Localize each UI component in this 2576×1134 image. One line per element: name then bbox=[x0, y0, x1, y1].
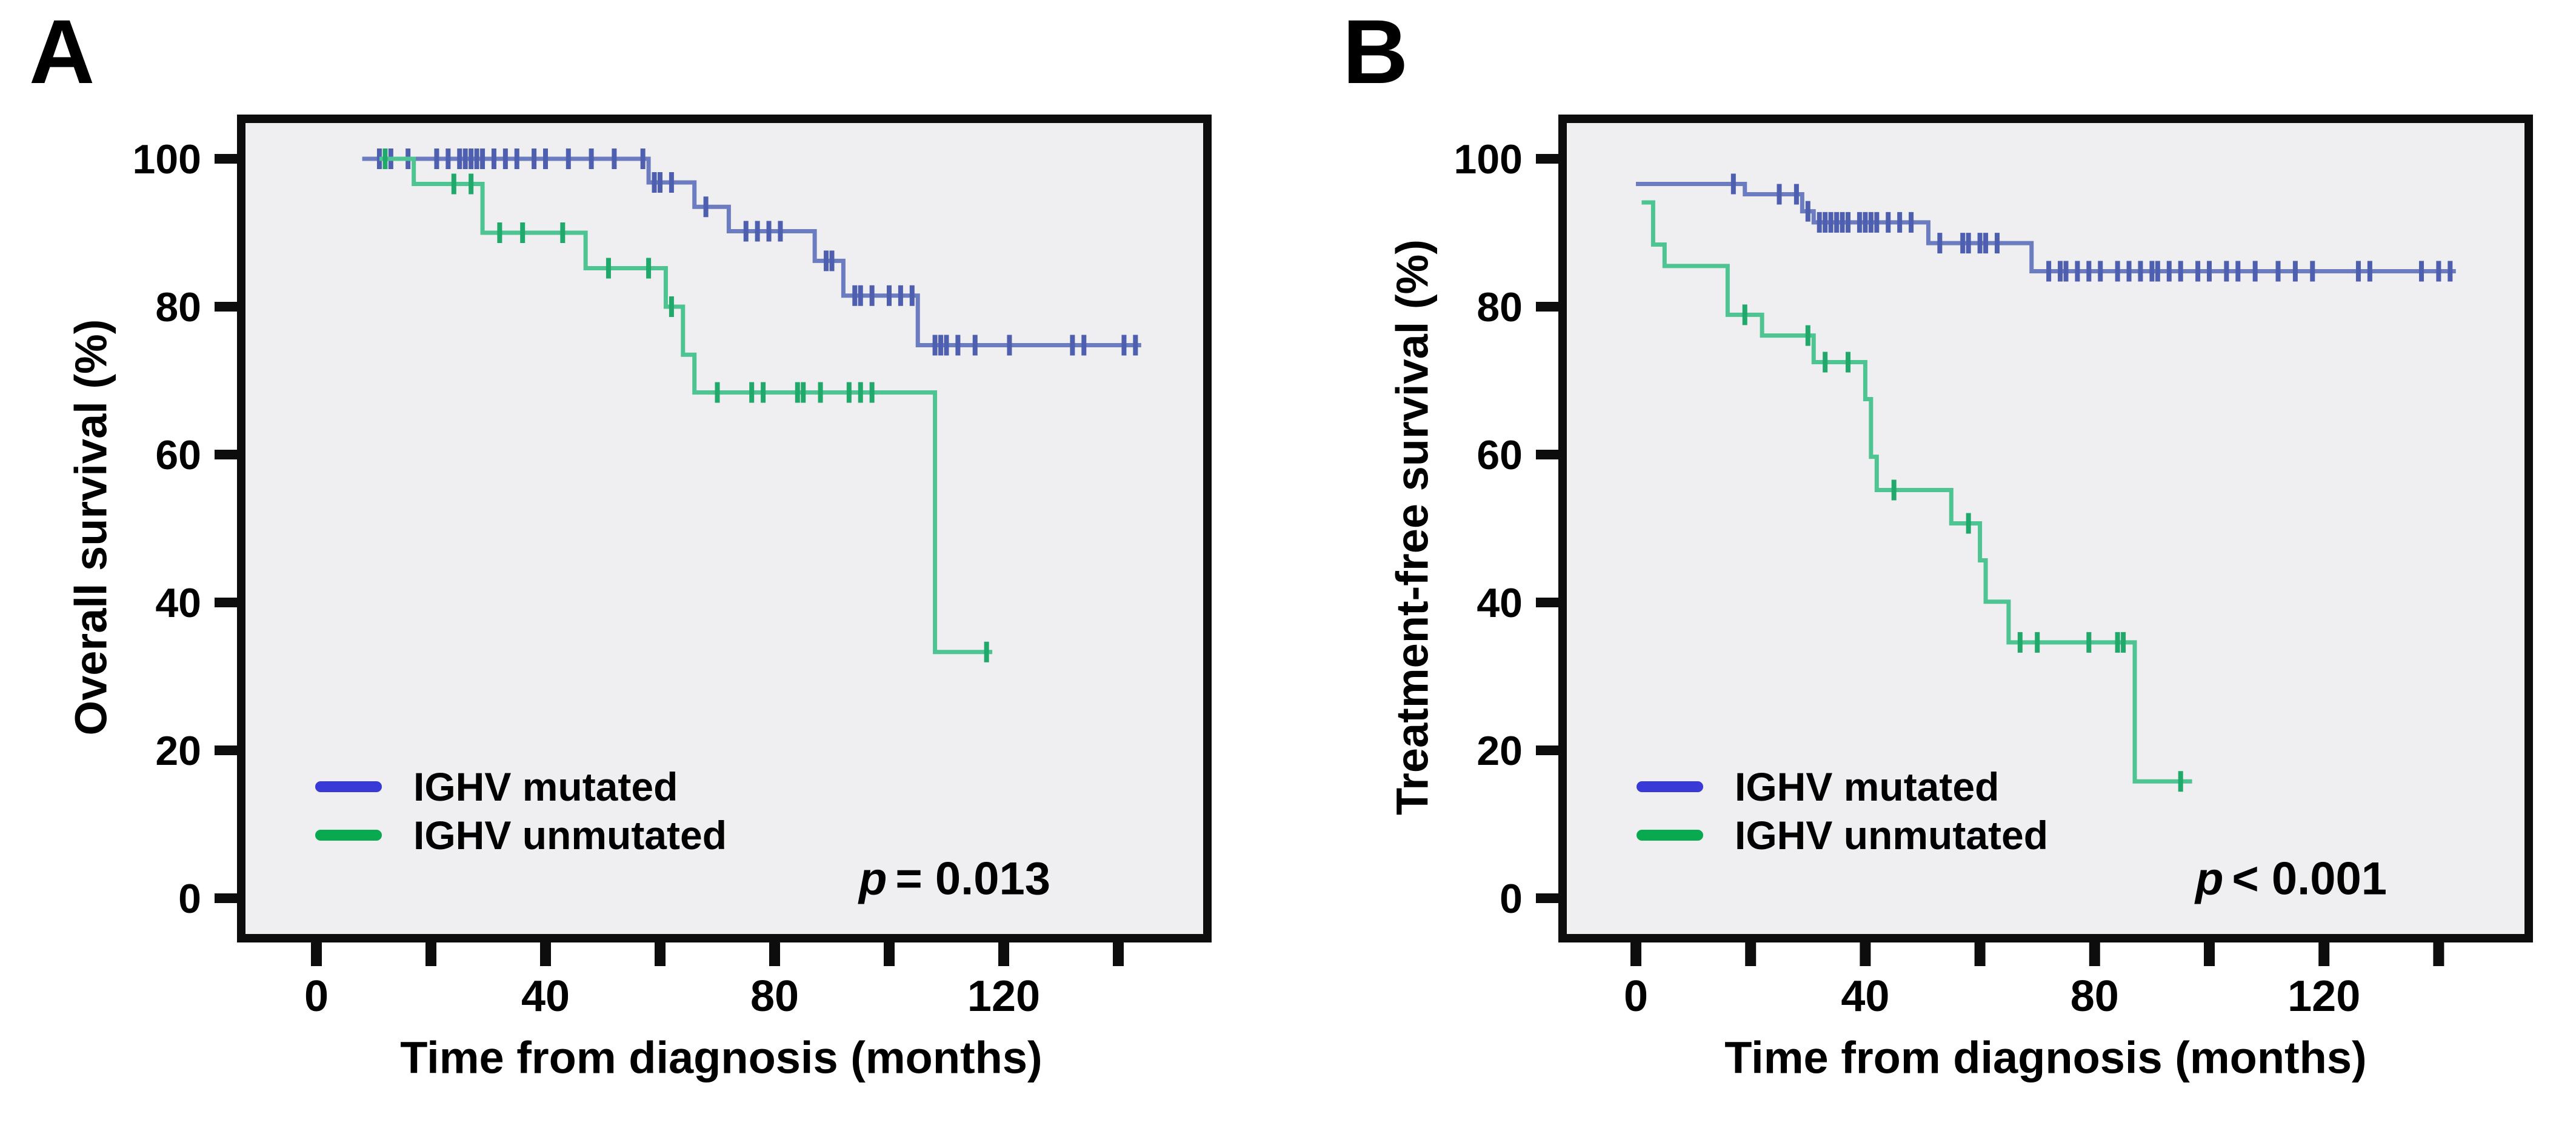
x-tick-label: 40 bbox=[521, 972, 570, 1021]
x-tick-label: 0 bbox=[1624, 972, 1648, 1021]
x-tick-label: 120 bbox=[2287, 972, 2360, 1021]
y-tick-label: 80 bbox=[1477, 284, 1523, 330]
legend-item: IGHV unmutated bbox=[1637, 811, 2048, 859]
x-tick-label: 0 bbox=[304, 972, 329, 1021]
y-tick-label: 40 bbox=[1477, 580, 1523, 626]
y-tick-label: 20 bbox=[1477, 728, 1523, 774]
panel-a-y-axis-title: Overall survival (%) bbox=[65, 319, 116, 736]
panel-b-y-axis-title: Treatment-free survival (%) bbox=[1387, 239, 1438, 816]
plot-frame bbox=[1558, 115, 2533, 942]
legend-item: IGHV unmutated bbox=[315, 811, 727, 859]
panel-b-letter: B bbox=[1343, 1, 1409, 102]
km-curve-ighv-mutated bbox=[1636, 181, 2456, 273]
km-curve-ighv-unmutated bbox=[1641, 200, 2192, 784]
plot-frame bbox=[237, 115, 1212, 942]
p-value-text: < 0.001 bbox=[2232, 853, 2387, 905]
panel-a-x-axis-title: Time from diagnosis (months) bbox=[400, 1032, 1043, 1083]
p-symbol: p bbox=[2195, 853, 2224, 905]
legend-label: IGHV unmutated bbox=[1735, 813, 2049, 858]
unmutated-line-swatch bbox=[1637, 830, 1703, 841]
y-tick-label: 100 bbox=[1454, 136, 1523, 182]
y-tick-label: 0 bbox=[178, 876, 201, 922]
x-tick-label: 80 bbox=[2070, 972, 2119, 1021]
legend-label: IGHV mutated bbox=[413, 764, 678, 809]
y-tick-label: 60 bbox=[1477, 432, 1523, 478]
y-tick-label: 40 bbox=[155, 580, 201, 626]
y-tick-label: 20 bbox=[155, 728, 201, 774]
legend-label: IGHV mutated bbox=[1735, 764, 2000, 809]
x-tick-label: 120 bbox=[967, 972, 1040, 1021]
y-tick-label: 60 bbox=[155, 432, 201, 478]
legend-item: IGHV mutated bbox=[1637, 762, 1999, 811]
panel-b-x-axis-title: Time from diagnosis (months) bbox=[1724, 1032, 2367, 1083]
x-tick-label: 80 bbox=[750, 972, 799, 1021]
p-value-text: = 0.013 bbox=[895, 853, 1051, 905]
mutated-line-swatch bbox=[315, 781, 382, 792]
legend-label: IGHV unmutated bbox=[413, 813, 727, 858]
unmutated-line-swatch bbox=[315, 830, 382, 841]
panel-a-p-value: p = 0.013 bbox=[859, 853, 1050, 906]
km-curve-ighv-unmutated bbox=[379, 156, 993, 655]
y-tick-label: 80 bbox=[155, 284, 201, 330]
p-symbol: p bbox=[858, 853, 887, 905]
mutated-line-swatch bbox=[1637, 781, 1703, 792]
panel-b-p-value: p < 0.001 bbox=[2195, 853, 2387, 906]
panel-a-letter: A bbox=[29, 1, 95, 102]
y-tick-label: 0 bbox=[1500, 876, 1523, 922]
y-tick-label: 100 bbox=[133, 136, 201, 182]
legend-item: IGHV mutated bbox=[315, 762, 678, 811]
x-tick-label: 40 bbox=[1841, 972, 1889, 1021]
